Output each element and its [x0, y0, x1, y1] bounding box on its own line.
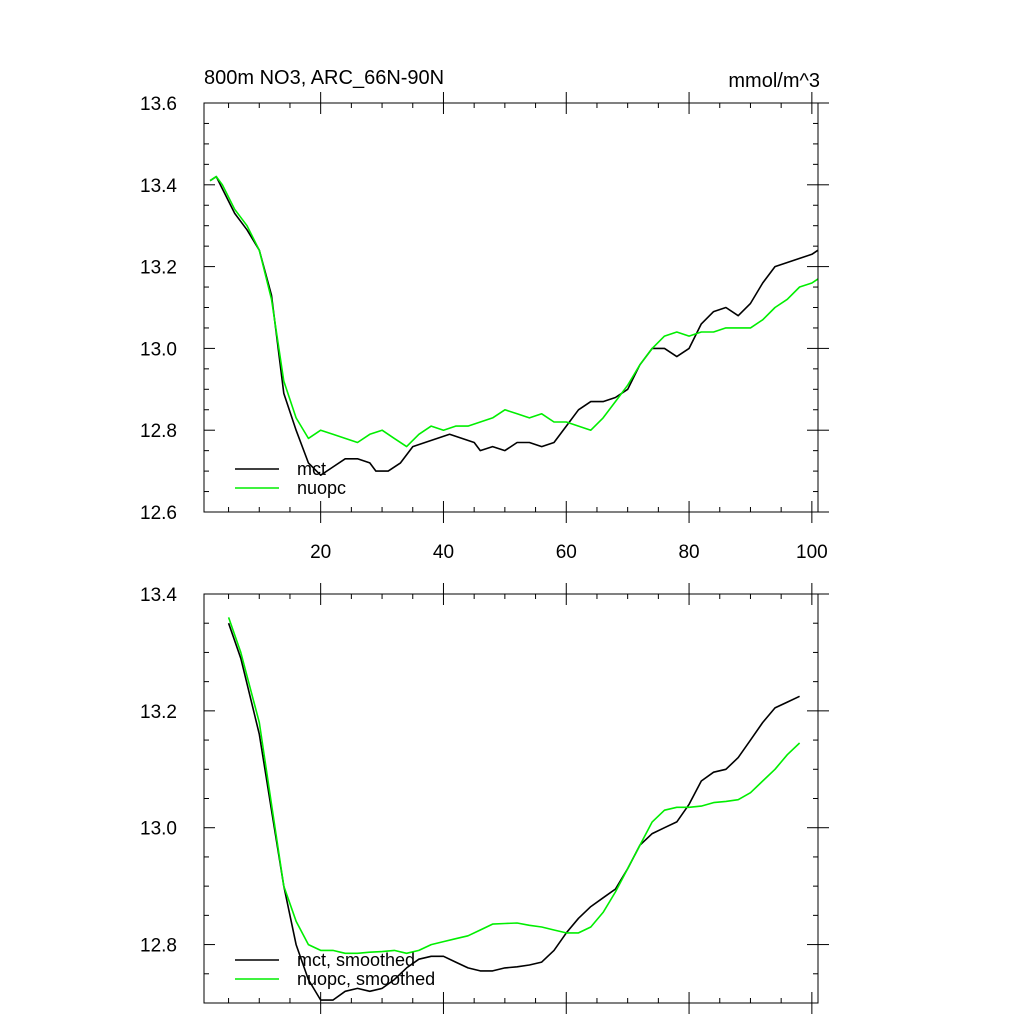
y-tick-label: 12.8 — [140, 936, 177, 957]
chart-units: mmol/m^3 — [728, 70, 820, 92]
y-tick-label: 13.0 — [140, 819, 177, 840]
legend-label: mct — [297, 459, 326, 479]
y-tick-label: 13.6 — [140, 94, 177, 115]
chart-title: 800m NO3, ARC_66N-90N — [204, 67, 444, 89]
y-tick-label: 13.2 — [140, 258, 177, 279]
series-line-nuopc — [209, 175, 819, 448]
x-tick-label: 40 — [433, 542, 454, 563]
y-tick-label: 13.4 — [140, 176, 177, 197]
legend-label: nuopc — [297, 478, 346, 498]
y-tick-label: 13.4 — [140, 585, 177, 606]
y-tick-label: 12.6 — [140, 503, 177, 524]
legend-label: nuopc, smoothed — [297, 969, 435, 989]
y-tick-label: 13.0 — [140, 339, 177, 360]
x-tick-label: 80 — [678, 542, 699, 563]
panel-top: 800m NO3, ARC_66N-90N mmol/m^3 20 40 60 80 1… — [140, 67, 829, 563]
x-tick-label: 20 — [310, 542, 331, 563]
plot-frame — [203, 593, 819, 1004]
series-line-mct — [209, 175, 819, 476]
y-tick-label: 12.8 — [140, 421, 177, 442]
plot-frame — [203, 102, 819, 513]
x-tick-label: 60 — [556, 542, 577, 563]
legend-label: mct, smoothed — [297, 950, 415, 970]
series-line-nuopc — [227, 617, 801, 955]
series-line-mct — [227, 622, 800, 1001]
y-tick-label: 13.2 — [140, 702, 177, 723]
x-tick-label: 100 — [796, 542, 828, 563]
